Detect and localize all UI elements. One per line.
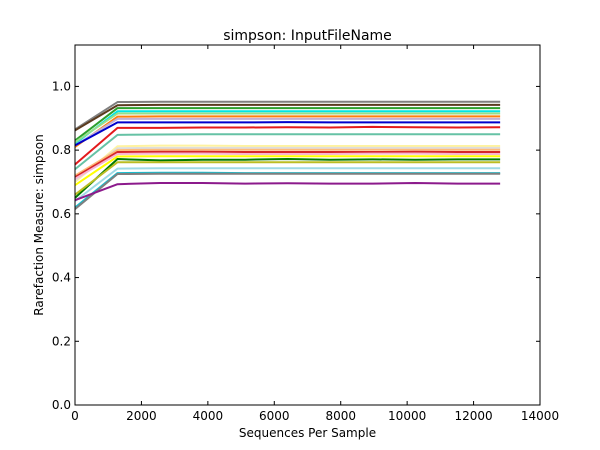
series-line-12: [74, 146, 501, 182]
series-line-18: [74, 161, 501, 196]
series-layer: [74, 100, 501, 210]
y-ticks: 0.0 0.2 0.4 0.6 0.8 1.0: [52, 79, 540, 412]
y-tick-label: 0.4: [52, 271, 71, 285]
y-axis-label: Rarefaction Measure: simpson: [32, 134, 46, 315]
series-line-16: [74, 155, 501, 187]
y-tick-label: 0.2: [52, 334, 71, 348]
series-line-13: [74, 148, 501, 177]
plot-frame: [74, 44, 541, 406]
x-tick-label: 10000: [388, 409, 426, 423]
series-line-22: [74, 181, 501, 202]
x-tick-label: 6000: [259, 409, 290, 423]
series-line-19: [74, 167, 501, 202]
x-tick-label: 4000: [193, 409, 224, 423]
series-line-17: [74, 158, 501, 199]
x-tick-label: 2000: [126, 409, 157, 423]
y-tick-label: 0.6: [52, 207, 71, 221]
series-line-8: [74, 121, 501, 147]
series-line-21: [74, 172, 501, 210]
series-line-1: [74, 100, 501, 131]
y-tick-label: 0.8: [52, 143, 71, 157]
x-tick-label: 8000: [325, 409, 356, 423]
series-line-3: [74, 107, 501, 142]
series-line-11: [74, 144, 501, 183]
chart-title: simpson: InputFileName: [223, 28, 392, 44]
series-line-9: [74, 125, 501, 166]
y-tick-label: 0.0: [52, 398, 71, 412]
series-line-6: [74, 115, 501, 148]
series-line-4: [74, 110, 501, 145]
series-line-15: [74, 152, 501, 180]
series-line-14: [74, 150, 501, 179]
series-line-7: [74, 117, 501, 147]
x-tick-label: 0: [71, 409, 79, 423]
x-tick-label: 12000: [454, 409, 492, 423]
x-ticks: 0 2000 4000 6000 8000 10000 12000 14000: [71, 45, 559, 423]
x-axis-label: Sequences Per Sample: [239, 426, 376, 440]
series-line-10: [74, 133, 501, 171]
series-line-5: [74, 112, 501, 143]
x-tick-label: 14000: [521, 409, 559, 423]
series-line-2: [74, 103, 501, 132]
y-tick-label: 1.0: [52, 79, 71, 93]
